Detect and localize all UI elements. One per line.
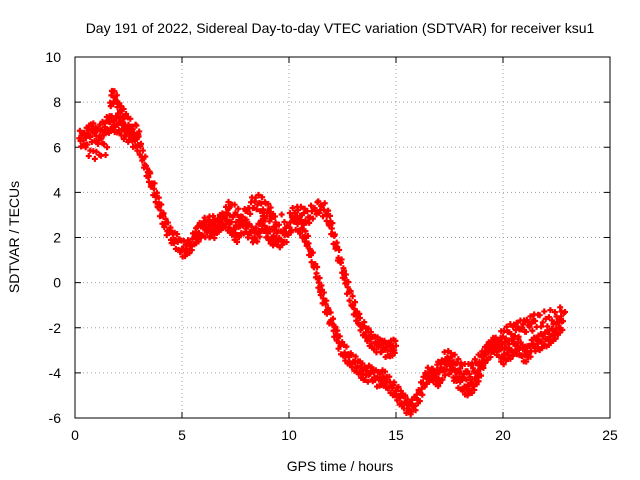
data-point-band	[275, 205, 296, 229]
data-series	[76, 87, 569, 418]
data-point-band	[350, 299, 360, 324]
data-point-band	[393, 383, 403, 408]
data-point	[104, 144, 111, 151]
y-tick-label: -4	[49, 365, 62, 381]
data-point-band	[84, 138, 98, 162]
y-tick-labels: -6 -4 -2 0 2 4 6 8 10	[45, 49, 61, 426]
data-point	[457, 378, 464, 385]
y-tick-label: -6	[49, 410, 62, 426]
data-point-band	[246, 194, 257, 217]
x-tick-labels: 0 5 10 15 20 25	[71, 427, 618, 443]
data-point-band	[464, 360, 476, 381]
data-point-band	[530, 334, 540, 355]
data-point-band	[342, 271, 352, 297]
data-point-band	[533, 308, 548, 330]
data-point-band	[507, 321, 518, 342]
y-tick-label: 10	[45, 49, 61, 65]
series-2	[82, 87, 569, 381]
data-point-band	[544, 307, 558, 330]
x-tick-label: 10	[281, 427, 297, 443]
data-point-band	[113, 92, 123, 117]
x-axis-title: GPS time / hours	[287, 458, 394, 474]
data-point-band	[149, 180, 159, 206]
x-tick-label: 20	[495, 427, 511, 443]
data-point-band	[141, 153, 151, 180]
data-point	[393, 342, 399, 349]
data-point-band	[136, 140, 146, 164]
y-tick-label: 8	[53, 94, 61, 110]
y-tick-label: 0	[53, 275, 61, 291]
data-point-band	[445, 348, 456, 372]
y-tick-label: 4	[53, 184, 61, 200]
y-tick-label: 6	[53, 139, 61, 155]
x-tick-label: 0	[71, 427, 79, 443]
data-point-band	[104, 99, 114, 136]
data-point-band	[333, 327, 343, 352]
data-point	[532, 317, 539, 324]
x-tick-label: 15	[388, 427, 404, 443]
data-point-band	[94, 140, 109, 159]
plot-frame	[74, 56, 611, 419]
data-point-band	[201, 213, 214, 235]
data-point-band	[329, 315, 339, 340]
data-point	[562, 308, 569, 315]
data-point	[226, 205, 233, 212]
data-point	[457, 365, 464, 372]
data-point	[341, 275, 348, 282]
data-point-band	[451, 351, 463, 376]
series-1	[76, 113, 566, 418]
data-point-band	[389, 336, 399, 359]
y-tick-label: -2	[49, 320, 62, 336]
data-point	[136, 128, 143, 135]
chart-title: Day 191 of 2022, Sidereal Day-to-day VTE…	[86, 20, 595, 36]
data-point-band	[520, 316, 531, 335]
data-point-band	[355, 358, 365, 381]
y-tick-label: 2	[53, 230, 61, 246]
data-point	[538, 338, 545, 345]
data-point-band	[490, 336, 501, 355]
data-point-band	[438, 349, 450, 373]
x-tick-label: 25	[602, 427, 618, 443]
data-point-band	[226, 201, 238, 221]
data-point-band	[222, 198, 232, 223]
data-point-band	[312, 198, 324, 218]
data-point	[93, 148, 100, 155]
data-point-band	[179, 237, 189, 260]
x-tick-label: 5	[178, 427, 186, 443]
data-point	[243, 225, 250, 232]
data-point-band	[410, 391, 420, 414]
y-axis-title: SDTVAR / TECUs	[6, 181, 22, 293]
data-point	[328, 225, 335, 232]
data-point-band	[316, 274, 326, 307]
